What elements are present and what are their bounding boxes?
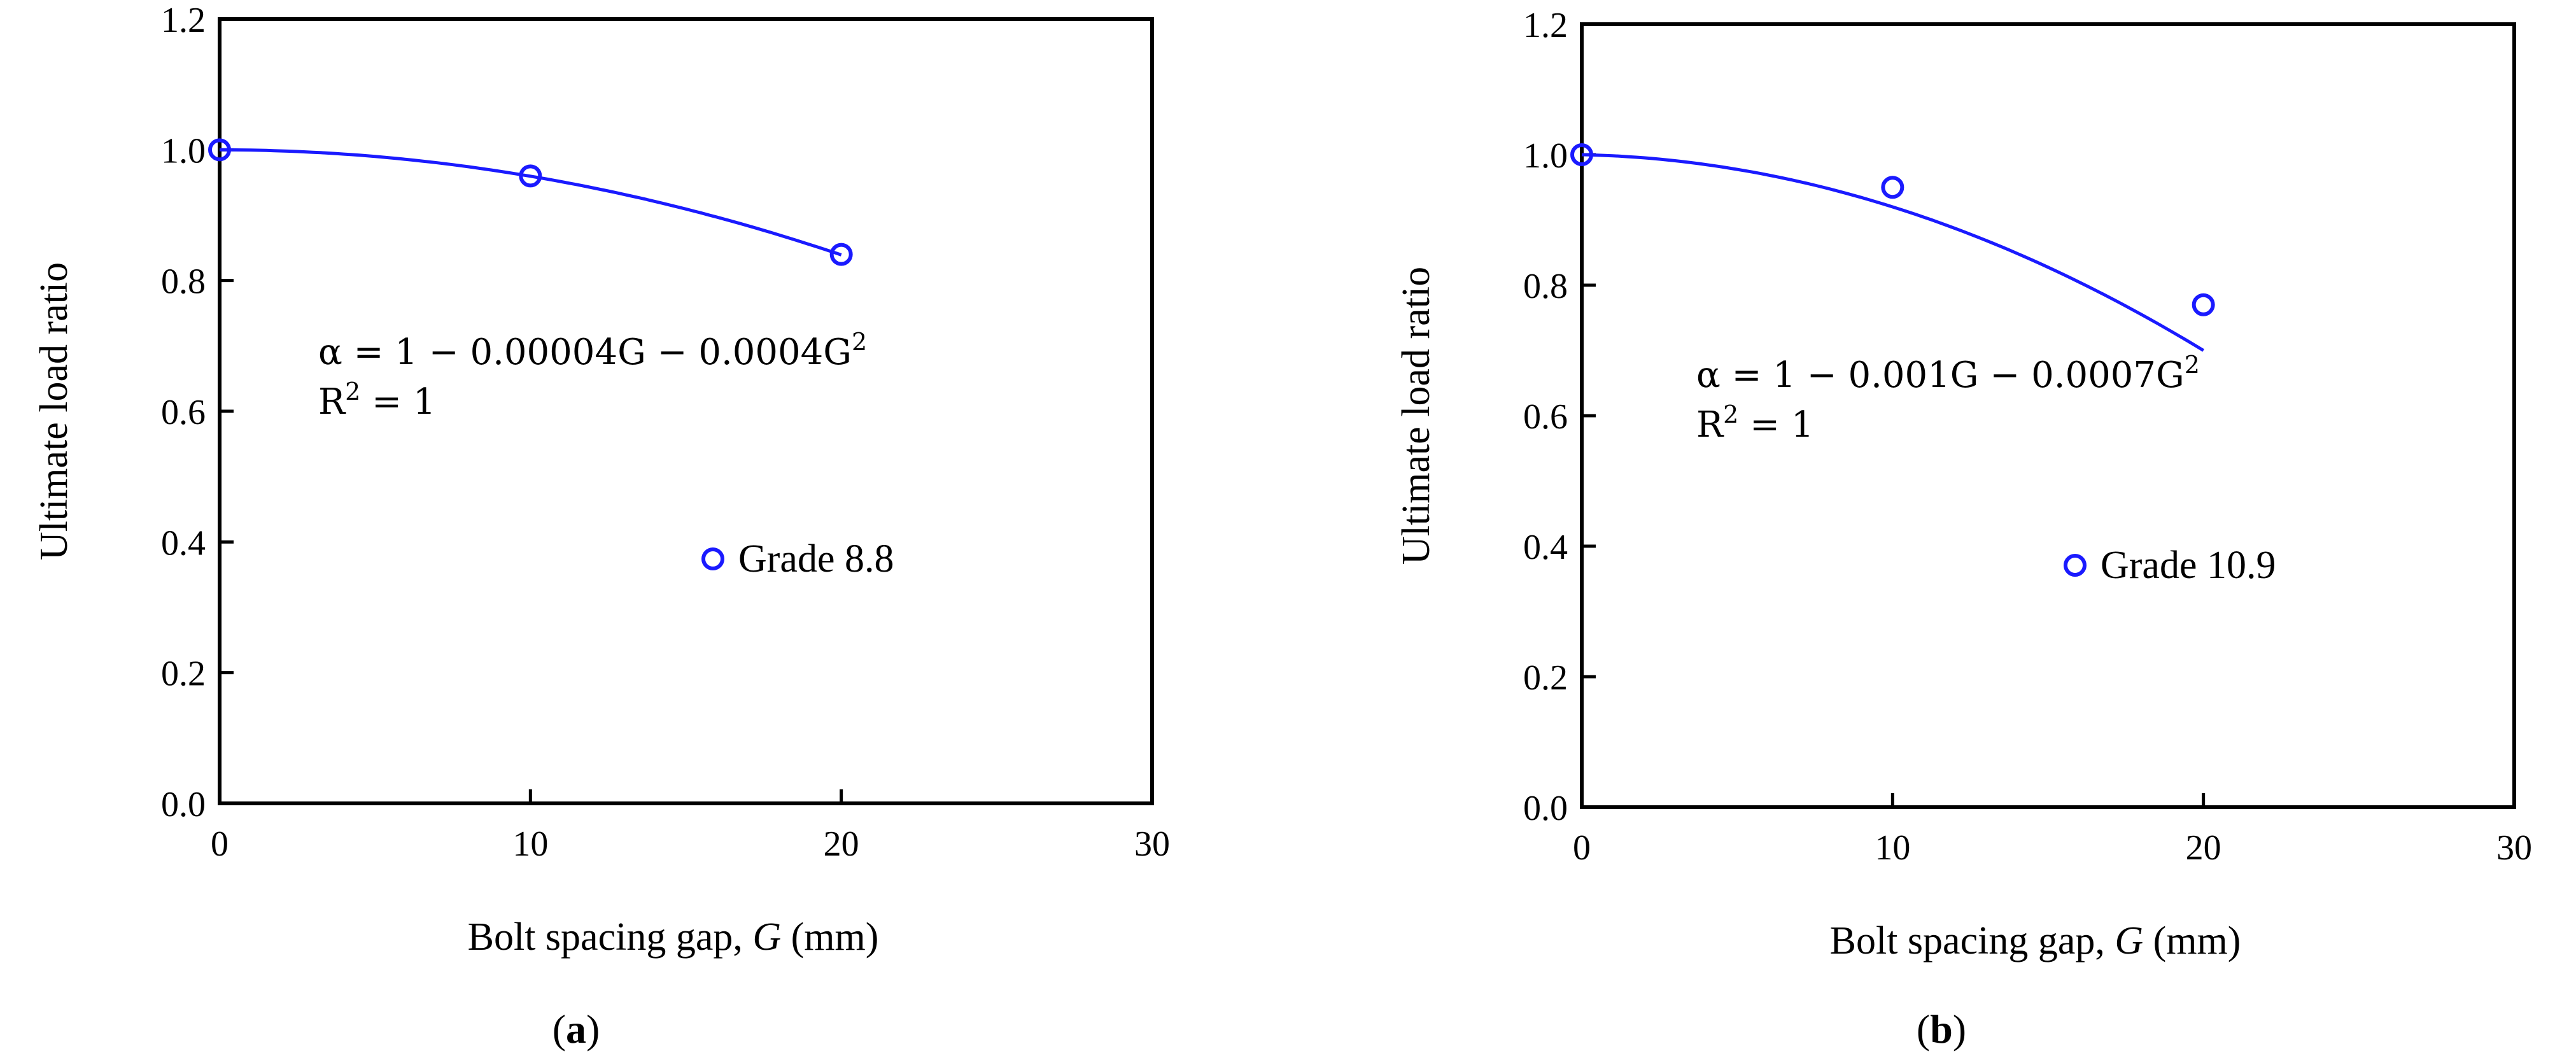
y-tick-label: 0.8 <box>161 262 206 302</box>
y-tick-label: 1.0 <box>161 131 206 171</box>
fit-curve <box>1581 153 2204 352</box>
x-tick-label: 20 <box>824 824 859 864</box>
y-tick-label: 0.4 <box>161 523 206 563</box>
fit-equation: α = 1 − 0.001G − 0.0007G2 <box>1696 351 2200 396</box>
x-tick-label: 0 <box>1573 828 1591 868</box>
y-tick-label: 0.2 <box>1523 658 1568 698</box>
x-tick-label: 30 <box>2496 828 2532 868</box>
legend-marker <box>2064 554 2087 577</box>
x-tick-label: 20 <box>2186 828 2221 868</box>
y-tick-label: 0.4 <box>1523 528 1568 567</box>
panel-caption: (b) <box>1917 1006 1966 1052</box>
data-point <box>829 243 853 266</box>
r-squared: R2 = 1 <box>318 377 436 423</box>
data-point <box>1570 143 1593 166</box>
x-axis-title: Bolt spacing gap, G (mm) <box>468 915 879 959</box>
data-point <box>2192 293 2215 316</box>
y-tick-label: 0.0 <box>161 785 206 824</box>
y-tick-label: 1.2 <box>161 1 206 40</box>
legend-label: Grade 10.9 <box>2101 544 2276 587</box>
y-tick-label: 0.0 <box>1523 789 1568 828</box>
y-axis-title: Ultimate load ratio <box>32 262 76 560</box>
y-tick-label: 0.8 <box>1523 267 1568 306</box>
legend: Grade 10.9 <box>2064 544 2276 587</box>
fit-equation: α = 1 − 0.00004G − 0.0004G2 <box>318 328 867 373</box>
chart-panel-b: 0.0 0.2 0.4 0.6 0.8 1.0 1.2 0 10 20 30 Bolt spacing… <box>1395 6 2532 1052</box>
y-axis-title: Ultimate load ratio <box>1395 267 1438 565</box>
data-point <box>1881 176 1904 199</box>
chart-panel-a: 0.0 0.2 0.4 0.6 0.8 1.0 1.2 0 10 20 30 Bolt spacing… <box>32 1 1170 1052</box>
y-tick-label: 1.0 <box>1523 136 1568 176</box>
x-tick-label: 0 <box>211 824 229 864</box>
y-tick-label: 0.2 <box>161 654 206 694</box>
x-tick-label: 10 <box>512 824 548 864</box>
legend-label: Grade 8.8 <box>738 537 894 581</box>
data-point <box>208 138 231 162</box>
panel-caption: (a) <box>553 1006 600 1052</box>
fit-curve <box>219 148 842 257</box>
x-axis-title: Bolt spacing gap, G (mm) <box>1830 919 2241 963</box>
data-point <box>519 164 542 188</box>
r-squared: R2 = 1 <box>1696 400 1814 446</box>
plot-frame <box>218 17 1154 805</box>
y-tick-label: 0.6 <box>161 393 206 432</box>
x-tick-label: 30 <box>1134 824 1170 864</box>
x-tick-label: 10 <box>1875 828 1910 868</box>
y-tick-label: 0.6 <box>1523 397 1568 437</box>
legend-marker <box>701 547 724 570</box>
y-tick-label: 1.2 <box>1523 6 1568 45</box>
legend: Grade 8.8 <box>701 537 894 581</box>
